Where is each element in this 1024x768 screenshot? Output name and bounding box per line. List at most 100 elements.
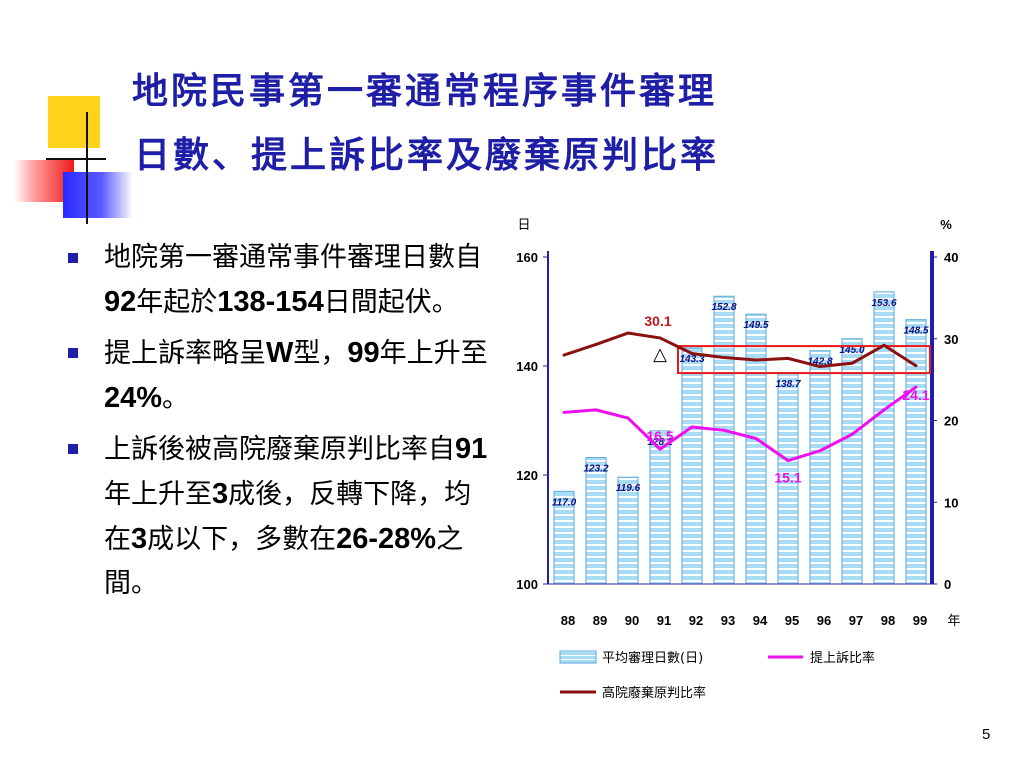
appeal-rate-line-point-95 bbox=[786, 459, 790, 463]
bullet-text-segment: 。 bbox=[162, 383, 190, 414]
x-axis-tick-label: 97 bbox=[849, 613, 863, 628]
bullet-square-icon bbox=[68, 348, 78, 358]
bullet-text-segment: 91 bbox=[455, 433, 488, 465]
bar-value-label: 123.2 bbox=[583, 464, 608, 475]
reversal-rate-label-91: 30.1 bbox=[644, 313, 671, 329]
bullet-text-segment: 型， bbox=[293, 338, 348, 369]
reversal-rate-line-point-91 bbox=[658, 336, 662, 340]
reversal-rate-line-point-94 bbox=[754, 358, 758, 362]
left-axis-tick-label: 160 bbox=[516, 250, 538, 265]
slide-title-line-1: 地院民事第一審通常程序事件審理 bbox=[132, 70, 718, 112]
reversal-rate-line-point-97 bbox=[850, 361, 854, 365]
x-axis-tick-label: 93 bbox=[721, 613, 735, 628]
left-axis-tick-label: 120 bbox=[516, 468, 538, 483]
bullet-text-segment: 26-28% bbox=[336, 523, 437, 555]
right-axis-tick-label: 20 bbox=[944, 414, 958, 429]
right-axis-tick-label: 0 bbox=[944, 577, 951, 592]
reversal-rate-line-point-88 bbox=[562, 353, 566, 357]
decor-vertical-line bbox=[86, 112, 88, 224]
bar-value-label: 142.8 bbox=[807, 357, 832, 368]
bullet-text-segment: 138-154 bbox=[217, 286, 324, 318]
reversal-rate-line-point-93 bbox=[722, 356, 726, 360]
appeal-rate-label-91: 16.5 bbox=[646, 428, 673, 444]
bar-value-label: 153.6 bbox=[871, 298, 896, 309]
bullet-text-segment: 99 bbox=[347, 337, 380, 369]
bar-94 bbox=[745, 313, 767, 585]
bullet-text-segment: 地院第一審通常事件審理日數自 bbox=[104, 242, 482, 273]
appeal-rate-line-point-94 bbox=[754, 436, 758, 440]
page-number: 5 bbox=[982, 726, 991, 743]
left-axis-tick-label: 140 bbox=[516, 359, 538, 374]
reversal-rate-line-point-95 bbox=[786, 356, 790, 360]
x-axis-tick-label: 89 bbox=[593, 613, 607, 628]
bar-value-label: 145.0 bbox=[839, 345, 864, 356]
left-axis-tick-label: 100 bbox=[516, 577, 538, 592]
bullet-text-segment: 3 bbox=[212, 478, 229, 510]
bar-91 bbox=[649, 430, 671, 585]
right-axis-tick-label: 30 bbox=[944, 332, 958, 347]
x-axis-tick-label: 90 bbox=[625, 613, 639, 628]
bullet-list: 地院第一審通常事件審理日數自 92年起於138-154日間起伏。提上訴率略呈W型，… bbox=[68, 236, 488, 612]
appeal-rate-line-point-88 bbox=[562, 410, 566, 414]
left-axis-unit: 日 bbox=[517, 218, 530, 233]
appeal-rate-line bbox=[563, 385, 917, 463]
right-axis-unit: % bbox=[940, 217, 952, 232]
bullet-text-segment: 日間起伏。 bbox=[323, 287, 459, 318]
appeal-rate-line-point-99 bbox=[914, 385, 918, 389]
bullet-text-segment: 3 bbox=[131, 523, 148, 555]
reversal-rate-line-point-92 bbox=[690, 351, 694, 355]
bar-92 bbox=[681, 347, 703, 585]
appeal-rate-line-point-91 bbox=[658, 447, 662, 451]
bullet-text-segment: W bbox=[266, 337, 294, 369]
bar-value-label: 138.7 bbox=[775, 379, 800, 390]
reversal-rate-line-point-90 bbox=[626, 331, 630, 335]
appeal-rate-line-point-89 bbox=[594, 408, 598, 412]
appeal-rate-line-point-98 bbox=[882, 408, 886, 412]
bullet-text-segment: 24% bbox=[104, 382, 163, 414]
legend-appeal-label: 提上訴比率 bbox=[810, 650, 875, 666]
x-axis-tick-label: 94 bbox=[753, 613, 768, 628]
decor-blue-square bbox=[63, 172, 133, 218]
bullet-text-segment: 92 bbox=[104, 286, 137, 318]
bar-value-label: 119.6 bbox=[616, 483, 641, 494]
bar-97 bbox=[841, 338, 863, 585]
reversal-rate-line-point-98 bbox=[882, 343, 886, 347]
legend-bar-swatch bbox=[559, 650, 597, 664]
x-axis-unit: 年 bbox=[947, 614, 960, 629]
bar-99 bbox=[905, 319, 927, 585]
bullet-square-icon bbox=[68, 444, 78, 454]
x-axis-tick-label: 91 bbox=[657, 613, 671, 628]
bullet-text-segment: 提上訴率略呈 bbox=[104, 338, 266, 369]
x-axis-tick-label: 88 bbox=[561, 613, 575, 628]
appeal-rate-line-point-96 bbox=[818, 449, 822, 453]
bullet-text-segment: 年起於 bbox=[136, 287, 218, 318]
bar-value-label: 143.3 bbox=[679, 354, 704, 365]
bar-value-label: 128.1 bbox=[647, 437, 672, 448]
triangle-marker-icon: △ bbox=[653, 344, 667, 365]
bullet-text-segment: 上訴後被高院廢棄原判比率自 bbox=[104, 434, 455, 465]
x-axis-tick-label: 92 bbox=[689, 613, 703, 628]
slide-title-line-2: 日數、提上訴比率及廢棄原判比率 bbox=[134, 134, 720, 176]
reversal-rate-line bbox=[563, 331, 917, 369]
bullet-item: 提上訴率略呈W型，99年上升至 24%。 bbox=[68, 331, 488, 421]
bullet-text-segment: 之間。 bbox=[104, 524, 464, 599]
bar-value-label: 149.5 bbox=[743, 320, 768, 331]
right-axis-tick-label: 10 bbox=[944, 495, 958, 510]
appeal-rate-line-point-93 bbox=[722, 428, 726, 432]
appeal-rate-label-99: 24.1 bbox=[902, 387, 929, 403]
bar-value-label: 148.5 bbox=[903, 326, 928, 337]
reversal-rate-line-point-96 bbox=[818, 365, 822, 369]
decor-yellow-square bbox=[48, 96, 100, 148]
right-axis-tick-label: 40 bbox=[944, 250, 958, 265]
legend-reversal-label: 高院廢棄原判比率 bbox=[602, 685, 706, 701]
bar-value-label: 117.0 bbox=[552, 497, 577, 508]
x-axis-tick-label: 98 bbox=[881, 613, 895, 628]
bullet-text-segment: 年上升至 bbox=[104, 479, 212, 510]
x-axis-tick-label: 95 bbox=[785, 613, 799, 628]
appeal-rate-label-95: 15.1 bbox=[774, 470, 801, 486]
bar-value-label: 152.8 bbox=[711, 302, 736, 313]
bullet-item: 上訴後被高院廢棄原判比率自91年上升至3成後，反轉下降，均在3成以下，多數在26… bbox=[68, 427, 488, 606]
bar-93 bbox=[713, 295, 735, 585]
appeal-rate-line-point-97 bbox=[850, 432, 854, 436]
